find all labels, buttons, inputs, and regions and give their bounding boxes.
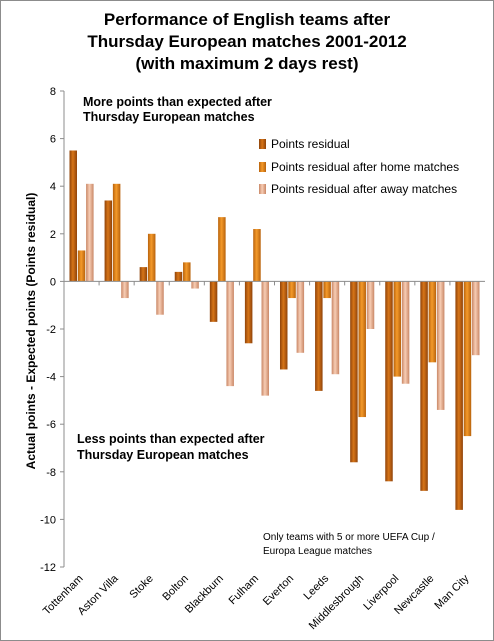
bar-aston-villa-series-1 (104, 200, 113, 282)
bar-everton-series-2 (288, 281, 296, 299)
bar-blackburn-series-2 (218, 217, 226, 282)
bar-blackburn-series-1 (209, 281, 218, 322)
bar-man-city-series-2 (463, 281, 472, 437)
legend-label-1: Points residual (271, 137, 350, 151)
y-axis: 8 6 4 2 0 -2 -4 -6 -8 -10 -12 (40, 86, 65, 574)
bar-bolton-series-1 (174, 271, 183, 282)
y-axis-label: Actual points - Expected points (Points … (24, 193, 38, 470)
y-tick-label: -8 (46, 467, 56, 479)
bar-middlesbrough-series-2 (358, 281, 366, 418)
bar-aston-villa-series-3 (121, 281, 129, 299)
legend-label-3: Points residual after away matches (271, 182, 457, 196)
bar-liverpool-series-1 (385, 281, 393, 482)
footnote-line-2: Europa League matches (263, 546, 372, 557)
bar-newcastle-series-2 (428, 281, 437, 363)
annotation-less-line-2: Thursday European matches (77, 448, 249, 462)
y-tick-label: -12 (40, 562, 56, 574)
bar-fulham-series-2 (253, 229, 261, 282)
x-category-label: Bolton (160, 573, 191, 604)
y-tick-label: -10 (40, 514, 56, 526)
annotation-less-line-1: Less points than expected after (77, 432, 265, 446)
bar-liverpool-series-2 (393, 281, 402, 377)
legend-swatch-3 (259, 184, 266, 194)
bar-bolton-series-3 (191, 281, 199, 289)
bar-everton-series-3 (296, 281, 305, 353)
y-tick-label: 0 (50, 276, 56, 288)
x-category-label: Fulham (227, 573, 261, 607)
x-category-label: Stoke (127, 573, 155, 601)
y-tick-label: -4 (46, 372, 56, 384)
bar-newcastle-series-1 (420, 281, 428, 491)
x-category-label: Everton (261, 573, 296, 608)
y-tick-label: 4 (50, 181, 56, 193)
chart-title-line-1: Performance of English teams after (104, 10, 391, 29)
bar-everton-series-1 (279, 281, 288, 370)
bar-bolton-series-2 (183, 262, 191, 282)
legend: Points residual Points residual after hom… (259, 137, 459, 196)
footnote-line-1: Only teams with 5 or more UEFA Cup / (263, 532, 435, 543)
bar-man-city-series-3 (472, 281, 480, 356)
y-tick-label: 2 (50, 229, 56, 241)
bar-tottenham-series-3 (86, 183, 94, 282)
bar-middlesbrough-series-3 (366, 281, 375, 329)
x-category-label: Man City (432, 572, 472, 612)
x-category-label: Blackburn (183, 573, 226, 616)
bar-middlesbrough-series-1 (350, 281, 358, 463)
bar-newcastle-series-3 (436, 281, 445, 410)
chart-title-line-2: Thursday European matches 2001-2012 (87, 32, 406, 51)
bar-stoke-series-1 (139, 267, 148, 282)
annotation-more-line-1: More points than expected after (83, 95, 272, 109)
legend-swatch-2 (259, 162, 266, 172)
bar-fulham-series-1 (244, 281, 253, 344)
bar-aston-villa-series-2 (112, 183, 121, 282)
legend-label-2: Points residual after home matches (271, 160, 459, 174)
bar-stoke-series-3 (156, 281, 164, 315)
y-tick-label: -6 (46, 419, 56, 431)
bar-liverpool-series-3 (401, 281, 410, 384)
x-category-label: Leeds (302, 572, 332, 602)
bar-leeds-series-3 (331, 281, 340, 375)
bars (69, 150, 480, 510)
bar-leeds-series-2 (323, 281, 331, 299)
legend-swatch-1 (259, 139, 266, 149)
bar-leeds-series-1 (315, 281, 323, 391)
y-tick-label: 8 (50, 86, 56, 98)
y-tick-label: 6 (50, 134, 56, 146)
bar-tottenham-series-1 (69, 150, 77, 282)
chart-title-line-3: (with maximum 2 days rest) (136, 54, 359, 73)
bar-man-city-series-1 (455, 281, 463, 510)
bar-fulham-series-3 (261, 281, 270, 396)
annotation-more-line-2: Thursday European matches (83, 110, 255, 124)
bar-stoke-series-2 (147, 233, 156, 282)
bar-tottenham-series-2 (77, 250, 86, 282)
y-tick-label: -2 (46, 324, 56, 336)
bar-blackburn-series-3 (226, 281, 234, 387)
